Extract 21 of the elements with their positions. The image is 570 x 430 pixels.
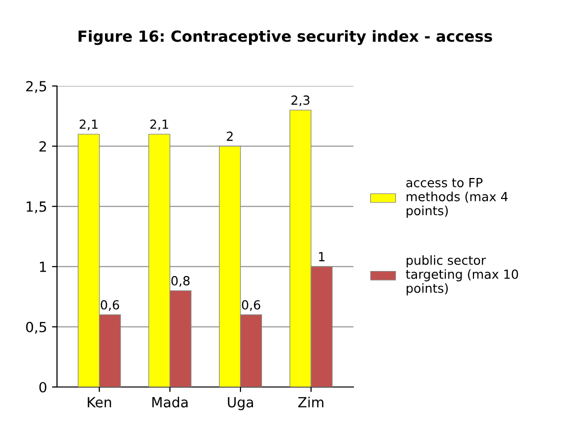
x-tick-label: Mada	[152, 396, 188, 408]
legend-label: public sector targeting (max 10 points)	[406, 255, 518, 296]
y-tick-label: 2,5	[26, 80, 46, 93]
y-tick-label: 1	[40, 262, 46, 272]
data-label: 2	[226, 132, 233, 141]
data-label: 2,1	[80, 120, 98, 130]
y-tick-label: 2	[39, 141, 46, 152]
chart-title: Figure 16: Contraceptive security index - access	[78, 30, 492, 46]
data-label: 2,1	[150, 120, 168, 130]
x-tick-label: Uga	[228, 397, 253, 410]
data-label: 1	[319, 252, 324, 262]
data-label: 0,8	[171, 276, 190, 287]
data-label: 0,6	[100, 300, 120, 311]
y-tick-label: 1,5	[26, 202, 46, 214]
x-tick-label: Zim	[298, 396, 324, 408]
x-tick-label: Ken	[88, 397, 112, 408]
data-label: 0,6	[242, 300, 260, 311]
legend-label: access to FP methods (max 4 points)	[406, 178, 508, 218]
y-tick-label: 0,5	[26, 322, 46, 334]
data-label: 2,3	[291, 95, 310, 106]
y-tick-label: 0	[39, 382, 46, 392]
